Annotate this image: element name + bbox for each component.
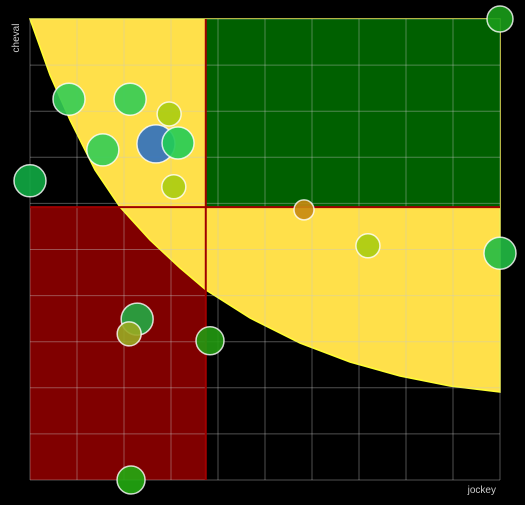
point bbox=[483, 236, 517, 270]
point bbox=[161, 126, 195, 160]
point bbox=[486, 5, 514, 33]
point bbox=[161, 174, 187, 200]
point bbox=[52, 82, 86, 116]
point bbox=[116, 321, 142, 347]
point bbox=[13, 164, 47, 198]
point bbox=[355, 233, 381, 259]
point bbox=[86, 133, 120, 167]
y-axis-label: cheval bbox=[11, 24, 22, 53]
regions bbox=[28, 18, 501, 480]
high-region bbox=[205, 19, 500, 208]
x-axis-label: jockey bbox=[467, 485, 496, 496]
point bbox=[195, 326, 225, 356]
point bbox=[293, 199, 315, 221]
point bbox=[113, 82, 147, 116]
point bbox=[116, 465, 146, 495]
point bbox=[156, 101, 182, 127]
